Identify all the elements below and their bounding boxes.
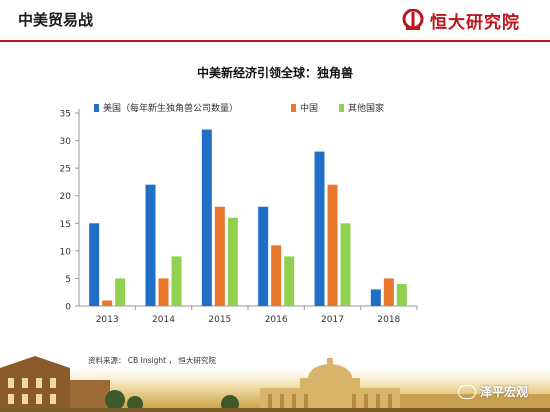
y-tick-label: 30: [60, 137, 72, 147]
y-tick-label: 35: [60, 110, 71, 120]
bar-other-2014: [171, 256, 182, 306]
bar-china-2018: [383, 278, 394, 306]
bar-other-2016: [284, 256, 295, 306]
bar-other-2015: [227, 217, 238, 306]
bar-other-2018: [396, 283, 407, 306]
legend-swatch: [339, 104, 344, 112]
y-tick-label: 20: [60, 192, 72, 202]
y-tick-label: 5: [65, 275, 71, 285]
bar-other-2017: [340, 223, 351, 306]
bar-us-2015: [201, 129, 212, 306]
bar-us-2017: [314, 151, 325, 306]
bar-china-2017: [327, 184, 338, 306]
wechat-icon: [457, 384, 476, 399]
x-tick-label: 2016: [265, 315, 288, 325]
y-tick-label: 10: [60, 247, 72, 257]
x-tick-label: 2015: [208, 315, 231, 325]
watermark-text: 泽平宏观: [479, 385, 528, 399]
y-tick-label: 25: [60, 165, 71, 175]
bar-china-2016: [271, 245, 282, 306]
source-note: 资料来源： CB Insight ， 恒大研究院: [88, 356, 216, 365]
x-tick-label: 2014: [152, 315, 175, 325]
brand: 恒大研究院: [402, 7, 520, 33]
bar-chart: 0 5 10 15 20 25 30 35 2013 2014 2015 2016 2017 2018 美国…: [60, 102, 418, 325]
bar-us-2016: [258, 206, 269, 306]
y-tick-label: 0: [65, 303, 71, 313]
x-tick-label: 2013: [96, 315, 119, 325]
legend-swatch: [94, 104, 99, 112]
bar-us-2013: [89, 223, 100, 306]
bar-us-2014: [145, 184, 156, 306]
footer-architecture-image: [0, 356, 550, 412]
x-tick-label: 2017: [321, 315, 344, 325]
chart-title: 中美新经济引领全球：独角兽: [196, 66, 353, 80]
brand-logo-icon: [402, 9, 424, 30]
x-tick-label: 2018: [377, 315, 400, 325]
bar-us-2018: [370, 289, 381, 306]
legend-label: 中国: [300, 102, 318, 114]
watermark: 泽平宏观: [457, 383, 528, 400]
header-divider: [0, 40, 550, 42]
bar-china-2014: [158, 278, 169, 306]
legend-label: 美国（每年新生独角兽公司数量）: [103, 102, 238, 114]
legend-label: 其他国家: [348, 102, 384, 114]
legend-swatch: [291, 104, 296, 112]
bar-other-2013: [115, 278, 126, 306]
y-tick-label: 15: [60, 220, 71, 230]
bar-china-2013: [102, 300, 113, 306]
page-title: 中美贸易战: [18, 11, 94, 29]
bar-china-2015: [214, 206, 225, 306]
header: 中美贸易战 恒大研究院: [0, 0, 550, 40]
brand-name: 恒大研究院: [430, 12, 520, 33]
